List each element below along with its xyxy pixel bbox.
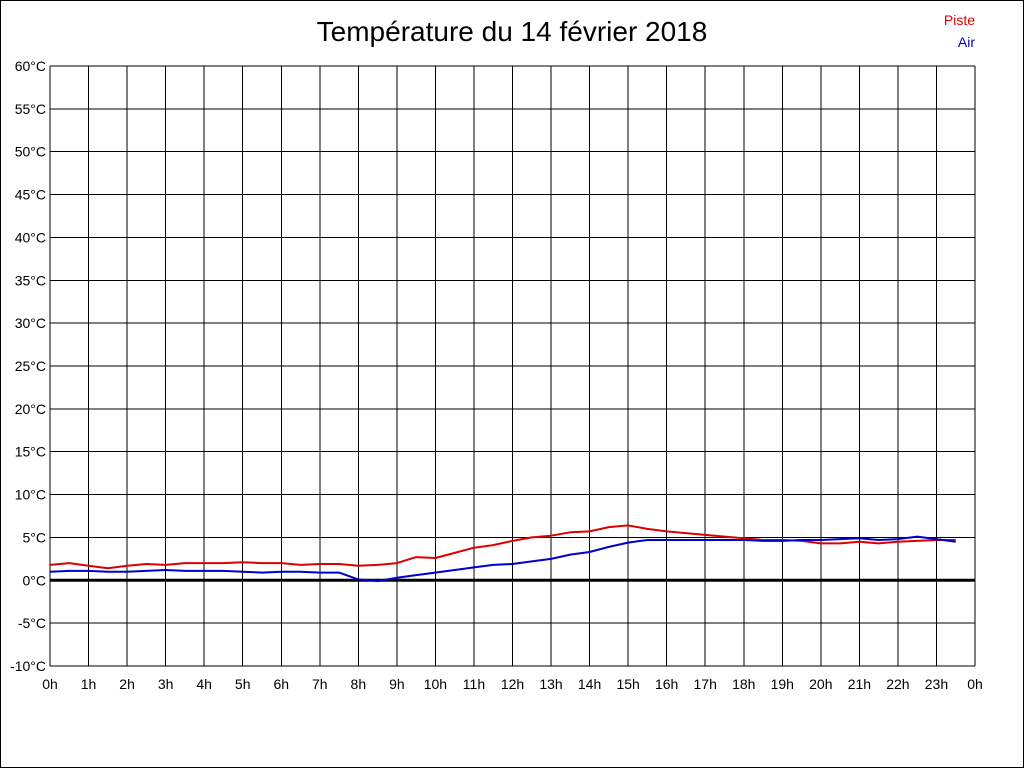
- x-tick-label: 15h: [616, 676, 639, 692]
- series-line-air: [49, 535, 956, 583]
- y-tick-label: -10°C: [10, 658, 46, 674]
- x-tick-label: 1h: [81, 676, 97, 692]
- x-tick-label: 0h: [42, 676, 58, 692]
- x-tick-label: 3h: [158, 676, 174, 692]
- x-tick-label: 7h: [312, 676, 328, 692]
- y-tick-label: 25°C: [15, 358, 46, 374]
- y-tick-label: 0°C: [23, 572, 47, 588]
- x-tick-label: 19h: [771, 676, 794, 692]
- x-tick-label: 0h: [967, 676, 983, 692]
- x-tick-label: 5h: [235, 676, 251, 692]
- y-tick-label: 5°C: [23, 529, 47, 545]
- y-tick-label: 20°C: [15, 401, 46, 417]
- x-tick-label: 23h: [925, 676, 948, 692]
- x-tick-label: 16h: [655, 676, 678, 692]
- y-tick-label: 60°C: [15, 58, 46, 74]
- y-tick-label: 35°C: [15, 272, 46, 288]
- x-tick-label: 14h: [578, 676, 601, 692]
- x-tick-label: 11h: [463, 676, 485, 692]
- x-tick-label: 8h: [351, 676, 367, 692]
- x-tick-label: 20h: [809, 676, 832, 692]
- grid-lines: [49, 65, 976, 667]
- x-tick-label: 10h: [424, 676, 447, 692]
- y-tick-label: 50°C: [15, 144, 46, 160]
- y-tick-label: 15°C: [15, 444, 46, 460]
- legend-air: Air: [957, 34, 975, 50]
- x-axis-labels: 0h 1h 2h 3h 4h 5h 6h 7h 8h 9h 10h 11h 12h 13h 14h 15h 16…: [42, 676, 983, 692]
- series-lines: [49, 524, 956, 583]
- legend-piste: Piste: [943, 12, 975, 28]
- x-tick-label: 9h: [389, 676, 405, 692]
- series-line-piste: [49, 524, 956, 570]
- y-tick-label: 45°C: [15, 187, 46, 203]
- y-tick-label: -5°C: [18, 615, 46, 631]
- x-tick-label: 22h: [886, 676, 909, 692]
- chart-title: Température du 14 février 2018: [316, 16, 708, 47]
- x-tick-label: 21h: [848, 676, 871, 692]
- x-tick-label: 2h: [119, 676, 135, 692]
- y-axis-labels: 60°C 55°C 50°C 45°C 40°C 35°C 30°C 25°C 20°C 15°C…: [10, 58, 46, 674]
- y-tick-label: 40°C: [15, 229, 46, 245]
- y-tick-label: 30°C: [15, 315, 46, 331]
- x-tick-label: 4h: [196, 676, 212, 692]
- x-tick-label: 12h: [501, 676, 524, 692]
- x-tick-label: 13h: [539, 676, 562, 692]
- y-tick-label: 55°C: [15, 101, 46, 117]
- y-tick-label: 10°C: [15, 487, 46, 503]
- x-tick-label: 18h: [732, 676, 755, 692]
- x-tick-label: 6h: [273, 676, 289, 692]
- x-tick-label: 17h: [694, 676, 717, 692]
